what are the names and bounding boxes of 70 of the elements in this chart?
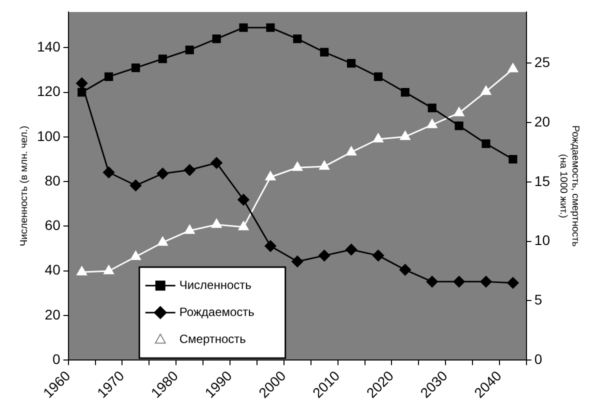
point	[374, 72, 383, 81]
point	[76, 78, 88, 90]
point	[346, 244, 358, 256]
point	[346, 146, 356, 156]
point	[131, 64, 140, 72]
y2-tick-label: 0	[534, 350, 542, 367]
point	[211, 218, 222, 228]
point	[400, 130, 410, 140]
point	[454, 107, 464, 116]
point	[482, 139, 490, 148]
point	[130, 250, 141, 260]
y2-tick-label: 25	[534, 54, 550, 70]
legend-label: Рождаемость	[179, 304, 254, 319]
y-tick-label: 20	[44, 306, 61, 322]
point	[372, 250, 384, 262]
point	[319, 160, 330, 170]
point	[292, 256, 304, 268]
point	[130, 180, 142, 192]
point	[265, 171, 276, 180]
point	[428, 104, 436, 112]
point	[76, 266, 87, 276]
legend-label: Численность	[179, 278, 252, 292]
y-tick-label: 80	[44, 172, 61, 188]
point	[373, 133, 384, 142]
y-tick-label: 60	[44, 217, 61, 234]
y2-axis-title: Рождаемость, смертность (на 1000 жит.)	[557, 125, 580, 247]
y-tick-label: 120	[37, 83, 61, 100]
point	[184, 224, 195, 234]
point	[264, 240, 276, 252]
y-tick-label: 100	[37, 128, 61, 144]
y-tick-label: 0	[52, 350, 61, 367]
point	[480, 276, 492, 288]
point	[453, 276, 465, 288]
point	[292, 162, 302, 171]
point	[399, 264, 411, 276]
point	[507, 277, 519, 289]
point	[104, 265, 114, 274]
point	[210, 157, 222, 169]
point	[320, 48, 329, 56]
point	[78, 88, 86, 97]
point	[238, 194, 250, 206]
y2-tick-label: 15	[534, 172, 550, 189]
point	[480, 86, 492, 95]
point	[293, 34, 302, 44]
y-tick-label: 40	[44, 262, 61, 278]
point	[454, 122, 464, 130]
point	[508, 63, 518, 72]
y-tick-label: 140	[37, 38, 61, 55]
point	[347, 59, 356, 68]
y2-tick-label: 5	[534, 292, 542, 308]
y2-tick-label: 20	[534, 113, 550, 130]
point	[400, 88, 410, 97]
point	[104, 72, 114, 81]
legend-label: Смертность	[179, 332, 246, 346]
point	[318, 250, 330, 262]
point	[239, 23, 248, 32]
point	[212, 34, 221, 44]
point	[266, 23, 275, 32]
point	[426, 276, 438, 288]
point	[184, 164, 196, 176]
y2-tick-label: 10	[534, 232, 550, 248]
point	[185, 46, 194, 54]
point	[103, 166, 115, 178]
point	[158, 54, 167, 64]
point	[427, 119, 438, 128]
point	[508, 154, 518, 164]
point	[156, 168, 168, 180]
point	[158, 236, 168, 246]
point	[238, 221, 249, 230]
y-axis-title: Численность (в млн. чел.)	[18, 126, 30, 246]
